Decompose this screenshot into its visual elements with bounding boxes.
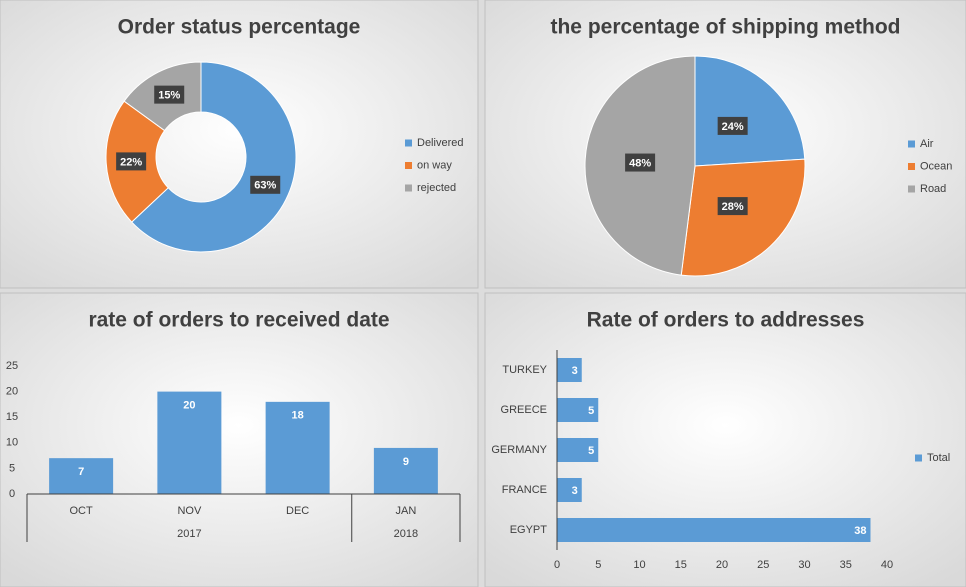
x-tick-label: 30 (798, 559, 810, 571)
wedge (694, 55, 806, 167)
bar (157, 391, 222, 494)
y-tick-label: 5 (9, 462, 15, 474)
chart-title: Rate of orders to addresses (587, 309, 865, 332)
y-tick-label: GREECE (501, 404, 547, 416)
data-label: 5 (588, 445, 594, 457)
y-tick-label: 0 (9, 488, 15, 500)
data-label: 7 (78, 466, 84, 478)
x-tick-label: DEC (286, 505, 309, 517)
group-label: 2018 (394, 528, 418, 540)
x-tick-label: 25 (757, 559, 769, 571)
data-label: 63% (254, 180, 276, 192)
x-tick-label: NOV (177, 505, 202, 517)
bar (373, 447, 438, 494)
legend-swatch (908, 163, 915, 170)
chart-title: the percentage of shipping method (550, 16, 900, 39)
bar (557, 438, 599, 462)
legend-label: Ocean (920, 160, 952, 172)
wedge (680, 158, 806, 277)
data-label: 48% (629, 157, 651, 169)
legend-label: Total (927, 452, 950, 464)
data-label: 3 (572, 485, 578, 497)
data-label: 24% (722, 121, 744, 133)
data-label: 38 (854, 525, 866, 537)
data-label: 18 (292, 410, 304, 422)
data-label-box (250, 175, 281, 194)
y-tick-label: 20 (6, 386, 18, 398)
legend-swatch (405, 139, 412, 147)
chart-title: rate of orders to received date (88, 309, 389, 332)
x-tick-label: 20 (716, 559, 728, 571)
y-tick-label: GERMANY (491, 444, 547, 456)
y-tick-label: EGYPT (510, 524, 548, 536)
wedge (131, 61, 297, 253)
legend-label: Air (920, 138, 934, 150)
data-label-box (116, 152, 147, 171)
x-tick-label: 40 (881, 559, 893, 571)
data-label: 3 (572, 365, 578, 377)
legend-label: Road (920, 183, 946, 195)
data-label: 22% (120, 156, 142, 168)
y-tick-label: 10 (6, 437, 18, 449)
legend-swatch (908, 140, 915, 148)
data-label: 28% (722, 201, 744, 213)
bar (265, 401, 330, 494)
legend-label: rejected (417, 182, 456, 194)
x-tick-label: JAN (395, 505, 416, 517)
group-label: 2017 (177, 528, 201, 540)
data-label: 5 (588, 405, 594, 417)
data-label: 15% (158, 90, 180, 102)
data-label-box (154, 85, 185, 104)
bar (557, 358, 582, 382)
data-label: 9 (403, 456, 409, 468)
legend-swatch (405, 162, 412, 169)
bar (557, 398, 599, 422)
x-tick-label: 10 (633, 559, 645, 571)
y-tick-label: TURKEY (502, 364, 547, 376)
legend-swatch (405, 184, 412, 192)
x-tick-label: 0 (554, 559, 560, 571)
data-label: 20 (183, 400, 195, 412)
legend-label: on way (417, 159, 452, 171)
y-tick-label: FRANCE (502, 484, 547, 496)
y-tick-label: 25 (6, 360, 18, 372)
bar (557, 518, 871, 542)
x-tick-label: 35 (840, 559, 852, 571)
chart-panel (0, 292, 479, 587)
data-label-box (717, 197, 748, 216)
bar (557, 478, 582, 502)
y-tick-label: 15 (6, 411, 18, 423)
bar (49, 458, 114, 494)
chart-title: Order status percentage (118, 16, 361, 39)
legend-swatch (915, 454, 922, 462)
data-label-box (625, 153, 656, 172)
legend-label: Delivered (417, 137, 463, 149)
legend-swatch (908, 185, 915, 193)
x-tick-label: 5 (595, 559, 601, 571)
x-tick-label: OCT (70, 505, 94, 517)
data-label-box (717, 116, 748, 135)
x-tick-label: 15 (675, 559, 687, 571)
